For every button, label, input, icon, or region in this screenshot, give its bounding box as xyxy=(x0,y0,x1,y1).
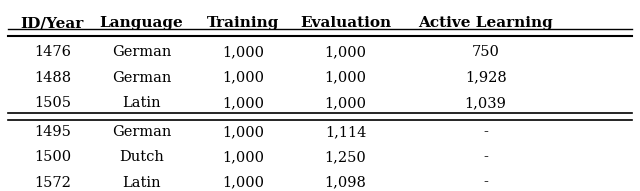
Text: 1,000: 1,000 xyxy=(223,125,264,139)
Text: Dutch: Dutch xyxy=(119,150,164,164)
Text: German: German xyxy=(112,70,172,84)
Text: 1,000: 1,000 xyxy=(324,70,367,84)
Text: ID/Year: ID/Year xyxy=(20,16,84,30)
Text: -: - xyxy=(483,125,488,139)
Text: German: German xyxy=(112,125,172,139)
Text: Training: Training xyxy=(207,16,280,30)
Text: 1500: 1500 xyxy=(34,150,71,164)
Text: Active Learning: Active Learning xyxy=(419,16,553,30)
Text: 1,114: 1,114 xyxy=(325,125,366,139)
Text: 750: 750 xyxy=(472,45,500,59)
Text: 1,000: 1,000 xyxy=(223,45,264,59)
Text: 1,000: 1,000 xyxy=(324,96,367,110)
Text: 1,000: 1,000 xyxy=(223,150,264,164)
Text: Latin: Latin xyxy=(122,176,161,190)
Text: 1,098: 1,098 xyxy=(324,176,367,190)
Text: 1505: 1505 xyxy=(34,96,71,110)
Text: German: German xyxy=(112,45,172,59)
Text: 1476: 1476 xyxy=(34,45,71,59)
Text: -: - xyxy=(483,176,488,190)
Text: Evaluation: Evaluation xyxy=(300,16,391,30)
Text: 1572: 1572 xyxy=(34,176,71,190)
Text: 1488: 1488 xyxy=(34,70,71,84)
Text: -: - xyxy=(483,150,488,164)
Text: 1495: 1495 xyxy=(34,125,71,139)
Text: Latin: Latin xyxy=(122,96,161,110)
Text: 1,039: 1,039 xyxy=(465,96,507,110)
Text: 1,000: 1,000 xyxy=(223,176,264,190)
Text: Language: Language xyxy=(100,16,184,30)
Text: 1,928: 1,928 xyxy=(465,70,506,84)
Text: 1,250: 1,250 xyxy=(324,150,366,164)
Text: 1,000: 1,000 xyxy=(324,45,367,59)
Text: 1,000: 1,000 xyxy=(223,70,264,84)
Text: 1,000: 1,000 xyxy=(223,96,264,110)
